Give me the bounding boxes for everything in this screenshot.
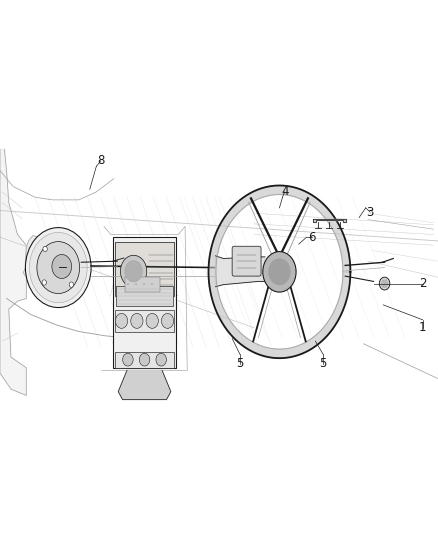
Polygon shape	[0, 149, 26, 395]
Polygon shape	[208, 185, 350, 358]
Circle shape	[43, 246, 47, 252]
Text: 5: 5	[320, 357, 327, 370]
Circle shape	[29, 232, 87, 303]
Circle shape	[146, 313, 159, 328]
FancyBboxPatch shape	[232, 246, 261, 276]
Circle shape	[131, 313, 143, 328]
Polygon shape	[23, 236, 39, 294]
FancyBboxPatch shape	[125, 277, 160, 292]
Text: 6: 6	[308, 231, 316, 244]
Polygon shape	[215, 256, 265, 287]
FancyBboxPatch shape	[115, 352, 174, 368]
Text: 5: 5	[237, 357, 244, 370]
Circle shape	[125, 261, 142, 282]
Circle shape	[381, 280, 388, 287]
Circle shape	[161, 313, 173, 328]
Polygon shape	[118, 370, 171, 400]
Circle shape	[116, 313, 128, 328]
Text: 8: 8	[97, 155, 104, 167]
Circle shape	[139, 353, 150, 366]
FancyBboxPatch shape	[113, 237, 176, 368]
Text: 2: 2	[419, 277, 427, 290]
Circle shape	[42, 280, 46, 285]
Circle shape	[120, 255, 147, 287]
Text: 3: 3	[367, 206, 374, 219]
Circle shape	[52, 255, 72, 279]
Circle shape	[268, 259, 290, 285]
Circle shape	[263, 252, 296, 292]
Text: 4: 4	[281, 185, 289, 198]
Polygon shape	[313, 219, 346, 222]
FancyBboxPatch shape	[115, 310, 174, 332]
Circle shape	[156, 353, 166, 366]
FancyBboxPatch shape	[117, 286, 173, 306]
Circle shape	[379, 277, 390, 290]
Circle shape	[123, 353, 133, 366]
Circle shape	[69, 282, 74, 287]
Text: 1: 1	[419, 321, 427, 334]
Circle shape	[25, 228, 91, 308]
Circle shape	[37, 241, 80, 294]
FancyBboxPatch shape	[115, 243, 174, 296]
